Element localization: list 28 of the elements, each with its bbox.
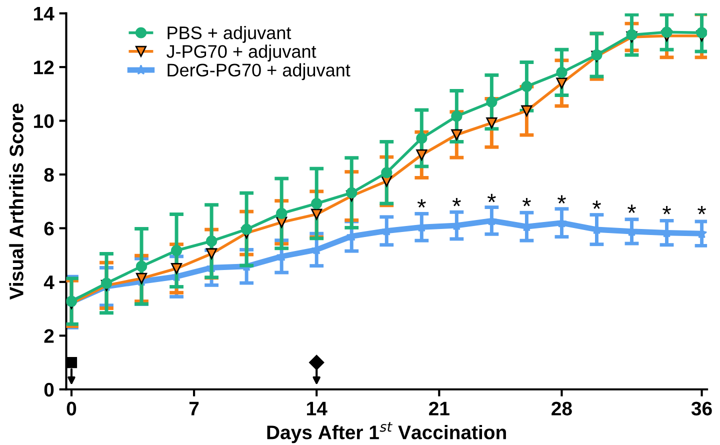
y-tick-label: 8 [44,168,54,182]
x-axis-title: Days After 1$^{st}$ Vaccination [267,422,506,444]
y-tick-label: 10 [34,114,54,128]
annotation: * [558,195,566,204]
annotation: * [417,199,426,208]
x-tick-label: 36 [691,402,712,416]
annotation: * [592,200,601,209]
annotation: * [662,206,671,214]
y-tick-label: 0 [44,382,54,397]
annotation: * [487,194,496,202]
y-tick-label: 6 [44,222,54,236]
annotation: * [452,198,461,206]
legend-label: PBS + adjuvant [168,26,292,43]
annotation: * [628,204,636,213]
y-axis-title: Visual Arthritis Score [9,104,24,300]
x-tick-label: 0 [66,402,76,416]
x-tick-label: 14 [307,402,328,416]
y-tick-label: 2 [44,329,54,343]
legend-label: J-PG70 + adjuvant [166,44,316,62]
y-tick-label: 12 [34,60,54,74]
annotation: * [698,206,706,214]
x-tick-label: 28 [552,402,572,416]
x-tick-label: 7 [189,402,199,416]
x-tick-label: 21 [429,402,450,416]
y-tick-label: 4 [44,276,54,289]
y-tick-label: 14 [34,7,54,20]
legend-label: DerG-PG70 + adjuvant [168,63,350,80]
annotation: * [522,198,531,206]
